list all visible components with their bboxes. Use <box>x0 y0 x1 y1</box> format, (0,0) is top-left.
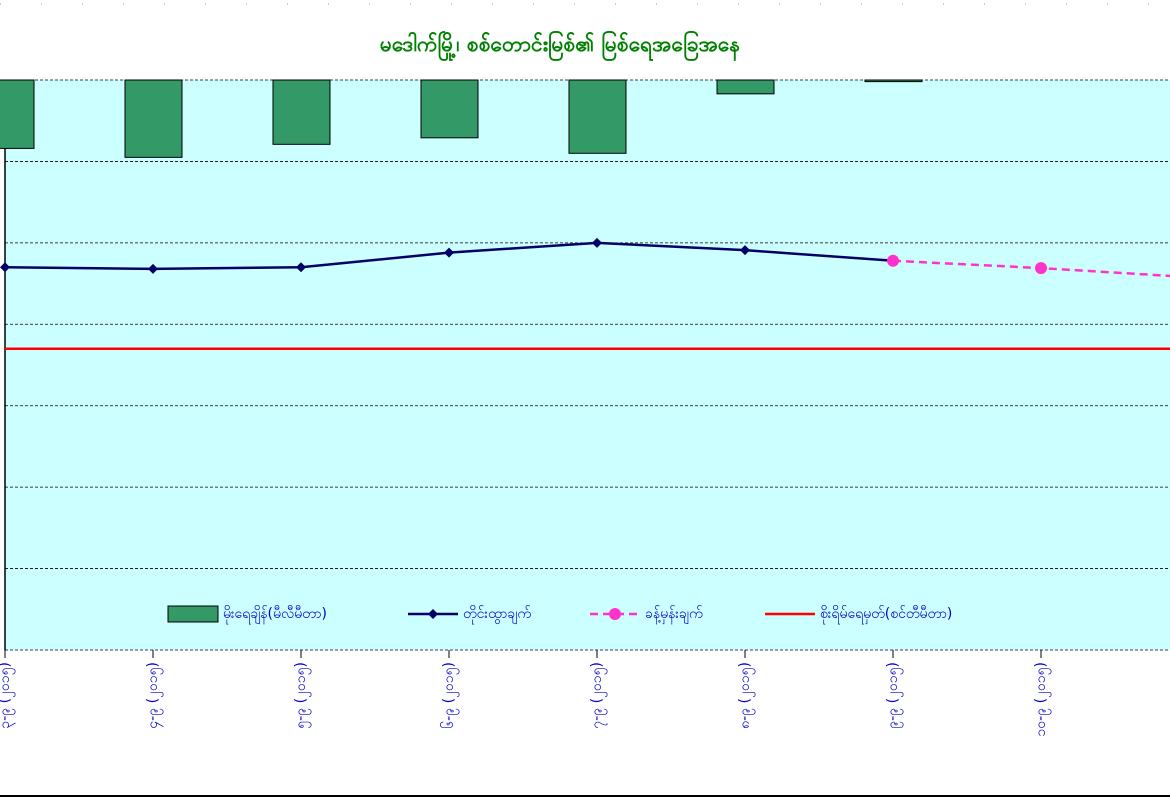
point <box>0 262 10 273</box>
x-tick-label: ၄-၉ (၂၀၁၅) <box>145 662 163 729</box>
x-tick-label: ၆-၉ (၂၀၁၅) <box>441 662 459 729</box>
bar <box>272 79 331 145</box>
point <box>444 247 454 258</box>
point <box>148 263 158 274</box>
point <box>1035 262 1047 275</box>
point <box>887 254 899 267</box>
x-tick-label: ၃-၉ (၂၀၁၅) <box>0 662 15 729</box>
legend-marker <box>609 608 621 620</box>
x-tick-label: ၈-၉ (၂၀၁၅) <box>737 662 755 729</box>
legend-label: တိုင်းထွာချက် <box>463 606 531 624</box>
bar <box>864 79 923 83</box>
bar <box>568 79 627 154</box>
bar <box>716 79 775 95</box>
legend-marker <box>428 609 438 619</box>
bar <box>0 79 35 149</box>
x-tick-label: ၉-၉ (၂၀၁၅) <box>885 662 903 729</box>
x-tick-label: ၅-၉ (၂၀၁၅) <box>293 662 311 729</box>
plot-area <box>5 80 1170 650</box>
legend-label: စိုးရိမ်ရေမှတ်(စင်တီမီတာ) <box>820 606 952 624</box>
legend-label: ခန့်မှန်းချက် <box>645 606 703 624</box>
bar <box>420 79 479 139</box>
legend-label: မိုးရေချိန်(မီလီမီတာ) <box>223 606 327 624</box>
point <box>296 262 306 273</box>
x-tick-label: ၇-၉ (၂၀၁၅) <box>589 662 607 729</box>
legend-swatch <box>167 605 219 623</box>
bar <box>124 79 183 158</box>
point <box>740 245 750 256</box>
point <box>592 237 602 248</box>
x-tick-label: ၁၀-၉ (၂၀၁၅) <box>1033 662 1051 737</box>
